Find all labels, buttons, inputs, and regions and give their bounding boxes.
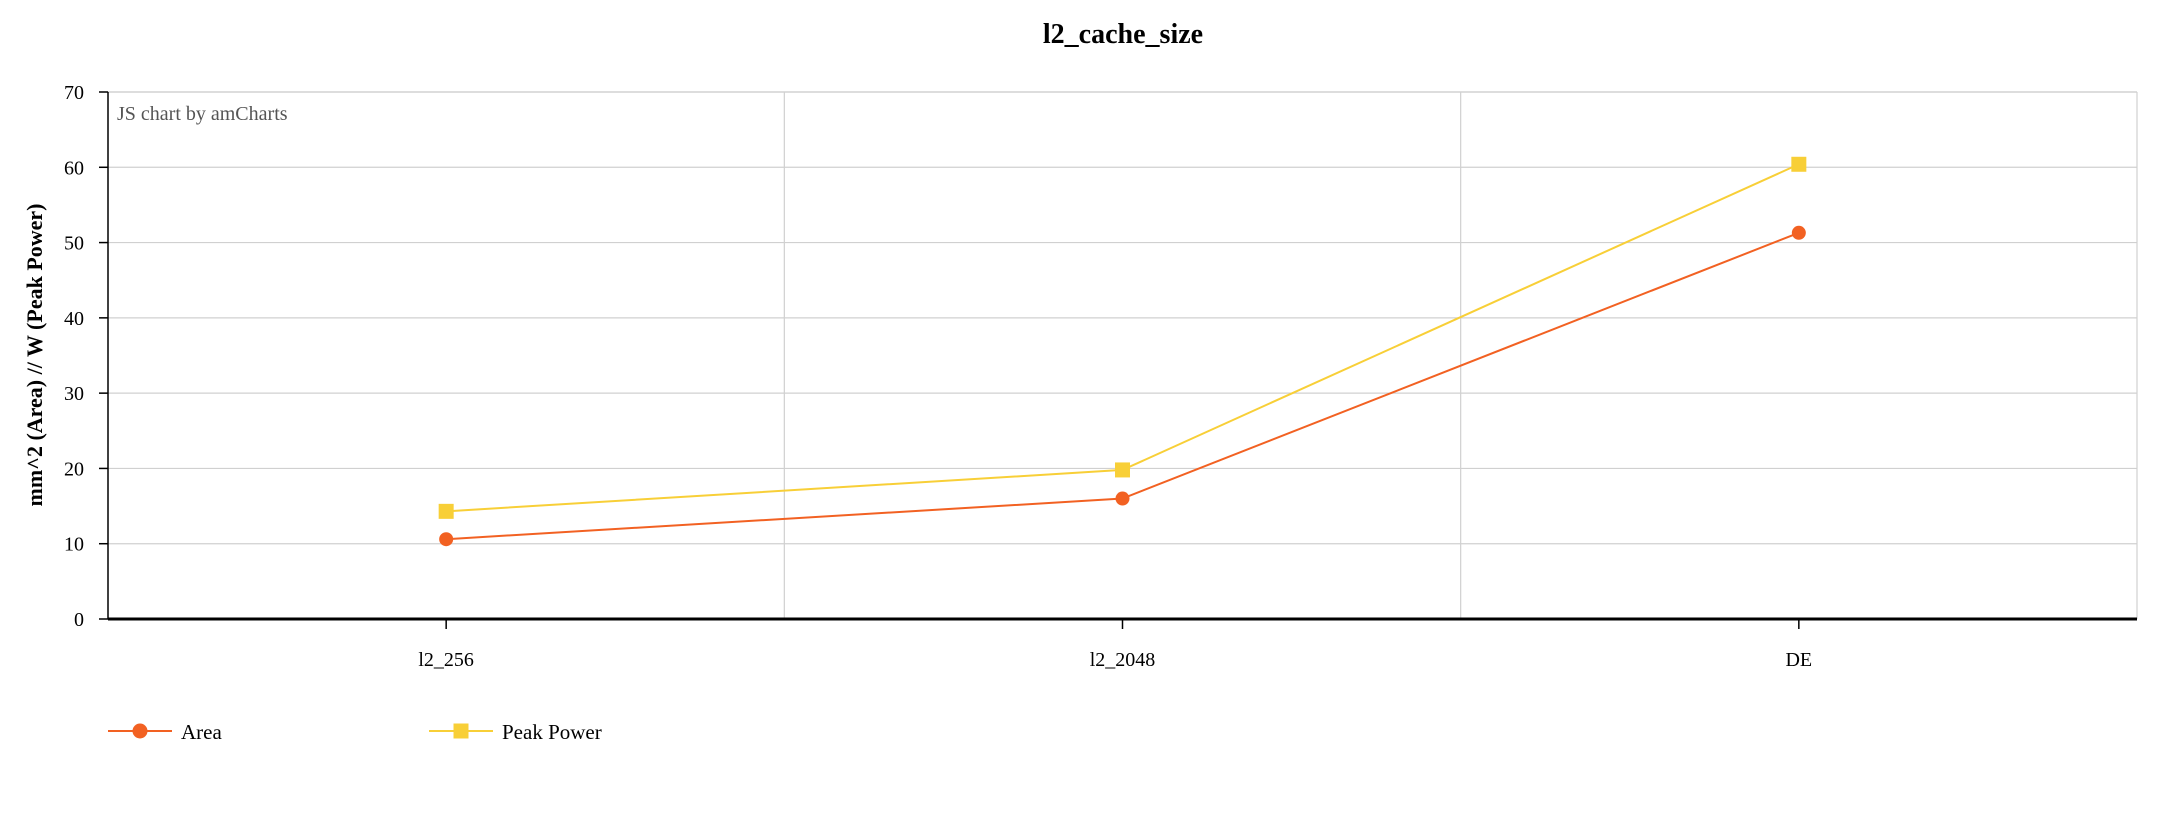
grid-lines xyxy=(108,91,2138,619)
y-tick-label: 0 xyxy=(74,609,84,631)
y-tick-label: 50 xyxy=(64,233,84,255)
y-tick-label: 30 xyxy=(64,383,84,405)
y-tick-label: 70 xyxy=(64,82,84,104)
peak-power-point xyxy=(1115,462,1130,478)
area-point xyxy=(1115,491,1130,506)
y-tick-label: 10 xyxy=(64,534,84,556)
amcharts-credit[interactable]: JS chart by amCharts xyxy=(117,103,288,125)
chart-title: l2_cache_size xyxy=(1043,19,1203,50)
y-tick-label: 20 xyxy=(64,458,84,480)
legend-peak-power-label: Peak Power xyxy=(502,720,602,744)
peak-power-point xyxy=(438,503,454,519)
y-axis-label: mm^2 (Area) // W (Peak Power) xyxy=(22,204,47,507)
y-tick-label: 60 xyxy=(64,157,84,179)
area-point xyxy=(1791,225,1806,240)
area-point xyxy=(439,532,454,547)
series-layer xyxy=(438,156,1807,547)
peak-power-line xyxy=(446,163,1800,513)
x-tick-label: l2_256 xyxy=(418,649,474,671)
legend-peak-power-marker xyxy=(453,723,469,739)
x-tick-label: DE xyxy=(1785,649,1812,671)
legend-area-label: Area xyxy=(181,720,222,744)
axes: 0 10 20 30 40 50 60 70 l2_256 l2_2048 DE xyxy=(64,82,2137,671)
legend-area-marker xyxy=(132,723,148,739)
peak-power-point xyxy=(1791,156,1807,172)
x-tick-label: l2_2048 xyxy=(1090,649,1156,671)
legend: Area Peak Power xyxy=(108,720,602,744)
y-tick-label: 40 xyxy=(64,308,84,330)
